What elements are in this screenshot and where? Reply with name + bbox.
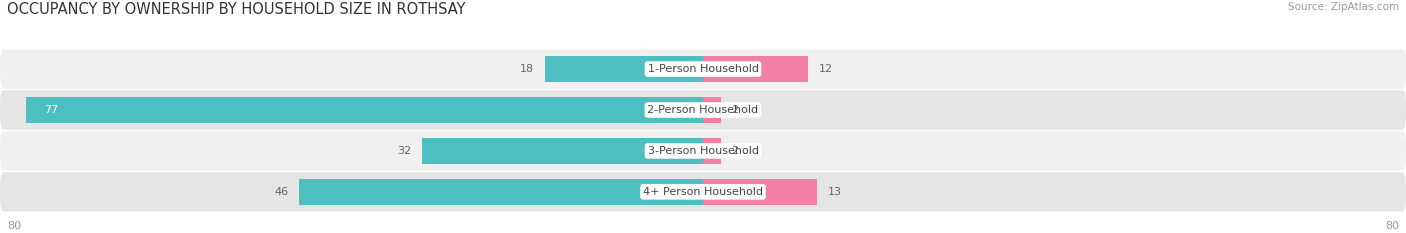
Text: 46: 46 (274, 187, 288, 197)
Text: 12: 12 (818, 64, 834, 74)
Bar (299, 179, 703, 205)
Bar (422, 138, 703, 164)
Text: 3-Person Household: 3-Person Household (648, 146, 758, 156)
Text: 77: 77 (44, 105, 58, 115)
Text: OCCUPANCY BY OWNERSHIP BY HOUSEHOLD SIZE IN ROTHSAY: OCCUPANCY BY OWNERSHIP BY HOUSEHOLD SIZE… (7, 2, 465, 17)
Text: 4+ Person Household: 4+ Person Household (643, 187, 763, 197)
Text: 2: 2 (731, 105, 738, 115)
Bar (703, 56, 808, 82)
FancyBboxPatch shape (0, 49, 1406, 89)
Bar (703, 138, 721, 164)
Bar (27, 97, 703, 123)
Text: 13: 13 (828, 187, 842, 197)
FancyBboxPatch shape (0, 131, 1406, 171)
Bar (546, 56, 703, 82)
Text: 1-Person Household: 1-Person Household (648, 64, 758, 74)
Text: Source: ZipAtlas.com: Source: ZipAtlas.com (1288, 2, 1399, 12)
Bar (703, 97, 721, 123)
Text: 80: 80 (7, 221, 21, 231)
Bar (703, 179, 817, 205)
Text: 18: 18 (520, 64, 534, 74)
Text: 2-Person Household: 2-Person Household (647, 105, 759, 115)
Text: 32: 32 (396, 146, 412, 156)
FancyBboxPatch shape (0, 90, 1406, 130)
Text: 80: 80 (1385, 221, 1399, 231)
Text: 2: 2 (731, 146, 738, 156)
FancyBboxPatch shape (0, 172, 1406, 212)
